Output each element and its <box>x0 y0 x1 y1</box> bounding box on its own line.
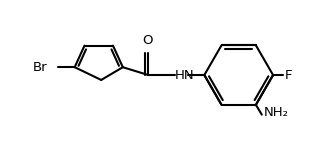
Text: Br: Br <box>32 61 47 74</box>
Text: O: O <box>142 34 153 46</box>
Text: NH₂: NH₂ <box>264 106 289 119</box>
Text: HN: HN <box>175 69 195 82</box>
Text: F: F <box>285 69 292 82</box>
